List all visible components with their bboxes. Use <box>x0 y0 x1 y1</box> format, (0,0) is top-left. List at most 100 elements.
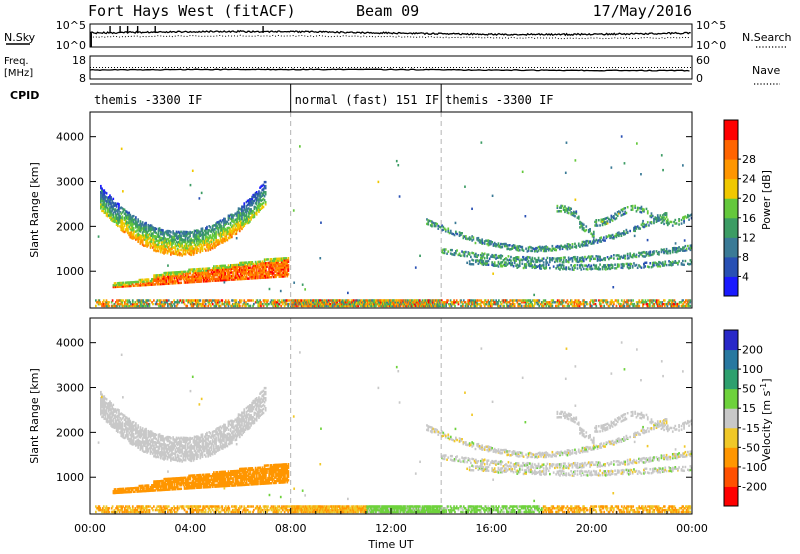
power-pixel <box>191 241 194 244</box>
power-pixel <box>253 213 256 217</box>
power-pixel <box>650 299 653 302</box>
power-pixel <box>148 233 151 236</box>
power-pixel <box>199 273 202 276</box>
power-pixel <box>193 247 196 251</box>
power-pixel <box>418 299 420 302</box>
power-pixel <box>250 218 252 221</box>
power-pixel <box>126 281 128 284</box>
power-pixel <box>163 232 165 235</box>
power-pixel <box>467 237 470 240</box>
power-pixel <box>180 274 183 277</box>
power-pixel <box>557 302 560 306</box>
power-pixel <box>246 217 249 221</box>
power-pixel <box>243 261 246 264</box>
power-pixel <box>512 299 514 302</box>
power-pixel <box>223 270 225 273</box>
power-pixel <box>252 196 255 199</box>
power-pixel <box>145 229 147 233</box>
power-pixel <box>564 301 567 304</box>
power-pixel <box>620 304 622 308</box>
power-pixel <box>189 268 192 271</box>
power-pixel <box>385 301 388 304</box>
power-pixel <box>306 304 309 308</box>
power-pixel <box>252 216 255 219</box>
power-pixel <box>117 285 119 289</box>
power-pixel <box>173 240 176 243</box>
power-pixel <box>174 282 177 285</box>
power-pixel <box>121 285 124 288</box>
power-pixel <box>233 224 235 227</box>
power-pixel <box>577 299 580 302</box>
power-pixel <box>135 222 137 225</box>
power-pixel <box>113 284 116 287</box>
power-pixel <box>259 192 261 196</box>
power-pixel <box>548 302 551 306</box>
power-pixel <box>511 302 513 306</box>
power-pixel <box>262 263 265 267</box>
power-pixel <box>149 240 152 243</box>
power-pixel <box>242 272 245 275</box>
power-pixel <box>218 226 221 229</box>
power-pixel <box>193 302 196 306</box>
power-pixel <box>199 242 202 246</box>
power-pixel <box>386 304 389 308</box>
power-pixel <box>242 225 245 229</box>
power-pixel <box>406 304 409 308</box>
power-pixel <box>661 216 664 220</box>
power-pixel <box>239 304 241 308</box>
power-pixel <box>224 221 226 225</box>
power-pixel <box>518 264 521 268</box>
power-pixel <box>130 216 133 219</box>
power-pixel <box>207 272 210 276</box>
power-pixel <box>387 304 390 308</box>
power-pixel <box>240 276 242 279</box>
power-pixel <box>136 233 138 236</box>
power-pixel <box>127 284 129 288</box>
power-pixel <box>102 193 105 196</box>
power-pixel <box>531 302 534 306</box>
power-pixel <box>124 214 127 217</box>
power-pixel <box>237 304 239 308</box>
power-pixel <box>259 267 262 271</box>
power-pixel <box>139 242 142 245</box>
power-pixel <box>174 280 177 283</box>
power-pixel <box>140 239 143 242</box>
power-pixel <box>245 301 247 304</box>
power-pixel <box>238 217 241 221</box>
power-pixel <box>440 302 443 306</box>
power-pixel <box>184 253 187 256</box>
power-pixel <box>176 281 179 285</box>
power-pixel <box>152 302 154 306</box>
power-pixel <box>542 301 545 304</box>
power-pixel <box>362 301 365 304</box>
power-pixel <box>270 263 273 266</box>
power-pixel <box>472 259 475 262</box>
power-pixel <box>215 224 217 227</box>
power-pixel <box>350 299 353 302</box>
power-pixel <box>164 299 167 302</box>
power-pixel <box>247 215 250 218</box>
power-pixel <box>397 304 400 308</box>
power-pixel <box>205 276 207 279</box>
power-pixel <box>248 277 250 280</box>
power-pixel <box>172 273 175 276</box>
power-pixel <box>536 299 539 302</box>
power-pixel <box>333 299 336 302</box>
power-pixel <box>664 302 667 306</box>
power-pixel <box>272 266 275 270</box>
power-pixel <box>468 236 471 239</box>
power-pixel <box>145 304 147 308</box>
power-pixel <box>128 301 131 304</box>
power-pixel <box>336 299 339 302</box>
power-pixel <box>642 219 644 223</box>
power-pixel <box>658 302 661 306</box>
power-pixel <box>375 299 377 302</box>
power-pixel <box>648 304 650 308</box>
power-pixel <box>263 299 266 302</box>
power-pixel <box>198 276 201 280</box>
power-pixel <box>215 274 218 277</box>
power-pixel <box>121 217 124 220</box>
power-pixel <box>172 271 175 274</box>
power-pixel <box>156 281 159 284</box>
power-pixel <box>193 299 196 302</box>
